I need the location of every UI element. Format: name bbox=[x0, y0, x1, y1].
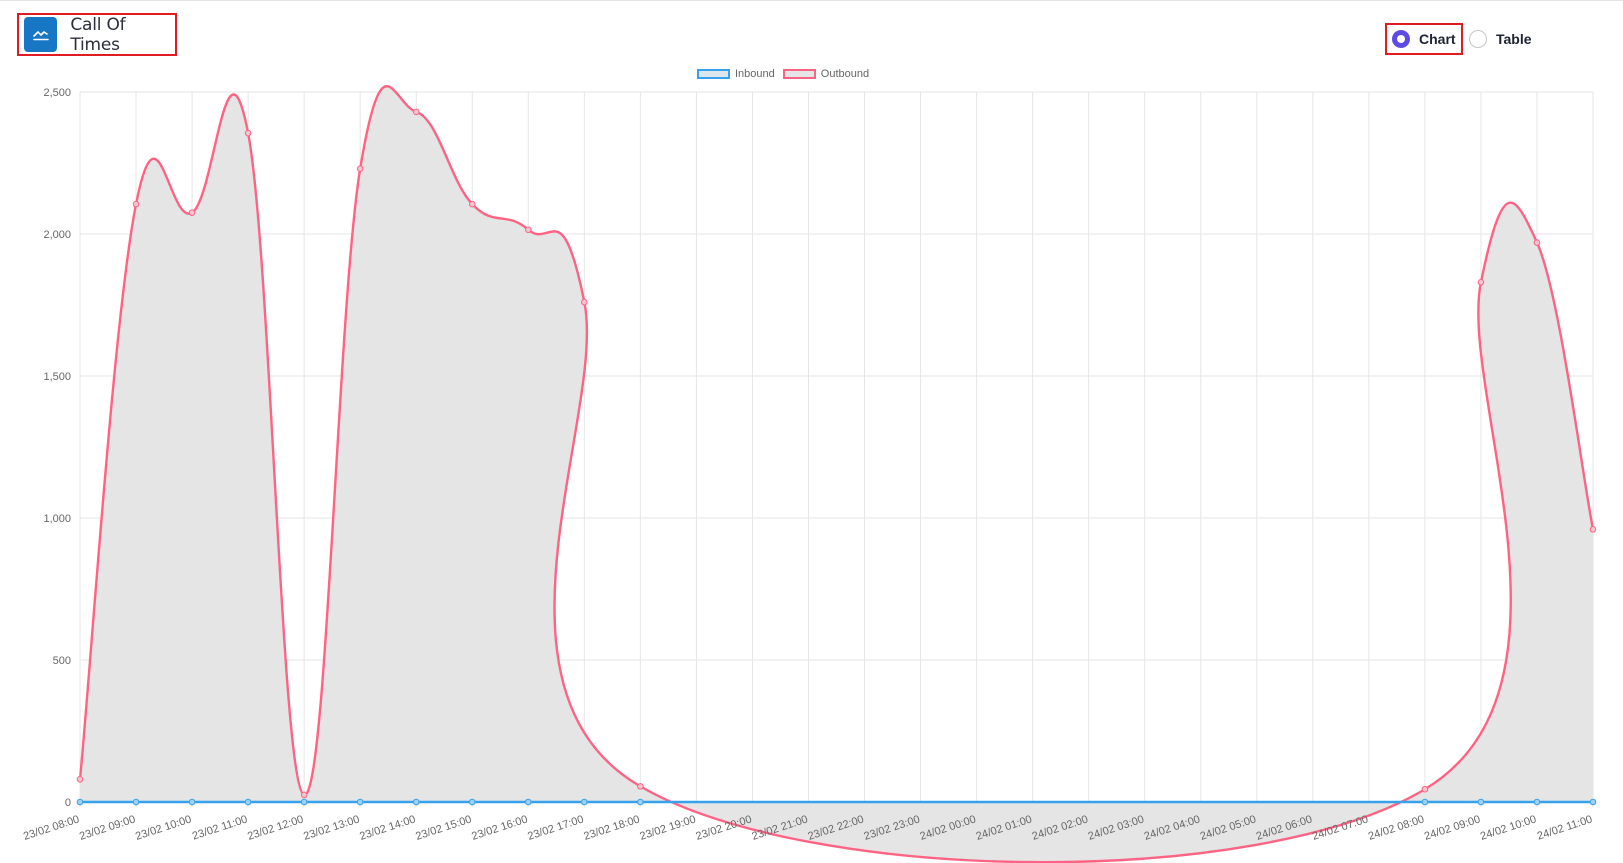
page-title: Call Of Times bbox=[70, 14, 126, 55]
data-point-outbound[interactable] bbox=[1589, 526, 1597, 533]
y-axis: 0 500 1,000 1,500 2,000 2,500 bbox=[43, 87, 71, 809]
data-point-outbound[interactable] bbox=[1533, 239, 1541, 246]
legend-label-inbound: Inbound bbox=[735, 68, 775, 80]
x-tick-label: 23/02 13:00 bbox=[302, 813, 361, 842]
data-point-outbound[interactable] bbox=[637, 783, 644, 790]
data-point-inbound[interactable] bbox=[300, 798, 308, 806]
data-point-inbound[interactable] bbox=[356, 798, 364, 806]
view-toggle: Chart Table bbox=[1385, 23, 1532, 55]
data-point-outbound[interactable] bbox=[188, 209, 196, 216]
y-tick-label: 1,500 bbox=[43, 371, 71, 383]
x-tick-label: 24/02 09:00 bbox=[1423, 813, 1482, 842]
legend-item-inbound[interactable]: Inbound bbox=[697, 68, 775, 80]
legend-swatch-outbound bbox=[782, 69, 816, 79]
data-point-inbound[interactable] bbox=[1589, 798, 1597, 806]
panel-header: Call Of Times bbox=[17, 13, 177, 56]
data-point-inbound[interactable] bbox=[524, 798, 532, 806]
data-point-outbound[interactable] bbox=[1421, 785, 1429, 793]
data-point-inbound[interactable] bbox=[76, 798, 84, 806]
x-tick-label: 24/02 11:00 bbox=[1536, 813, 1594, 842]
data-point-inbound[interactable] bbox=[1533, 798, 1541, 806]
x-tick-label: 23/02 17:00 bbox=[526, 813, 585, 842]
data-point-inbound[interactable] bbox=[581, 798, 588, 806]
grid bbox=[79, 91, 1594, 807]
line-chart-icon bbox=[24, 17, 58, 52]
data-point-outbound[interactable] bbox=[468, 200, 476, 208]
data-point-outbound[interactable] bbox=[76, 775, 84, 783]
y-tick-label: 500 bbox=[53, 655, 71, 667]
y-tick-label: 2,000 bbox=[43, 229, 71, 241]
legend-swatch-inbound bbox=[697, 69, 730, 79]
data-point-outbound[interactable] bbox=[1477, 278, 1485, 286]
y-tick-label: 0 bbox=[65, 797, 71, 809]
data-point-inbound[interactable] bbox=[1477, 798, 1485, 806]
series-line-outbound bbox=[78, 85, 1595, 863]
data-point-outbound[interactable] bbox=[244, 129, 252, 137]
data-point-outbound[interactable] bbox=[300, 791, 308, 799]
table-view-option[interactable]: Table bbox=[1469, 30, 1532, 48]
legend-item-outbound[interactable]: Outbound bbox=[782, 68, 870, 80]
chart-radio[interactable] bbox=[1392, 30, 1410, 48]
data-point-inbound[interactable] bbox=[188, 798, 196, 806]
data-point-outbound[interactable] bbox=[132, 200, 140, 208]
x-tick-label: 23/02 16:00 bbox=[470, 813, 529, 842]
x-tick-label: 24/02 08:00 bbox=[1367, 813, 1426, 842]
x-tick-label: 23/02 14:00 bbox=[358, 813, 417, 842]
x-tick-label: 23/02 09:00 bbox=[78, 813, 137, 842]
x-tick-label: 23/02 08:00 bbox=[22, 813, 81, 842]
chart-view-label: Chart bbox=[1419, 31, 1456, 47]
chart-legend: Inbound Outbound bbox=[697, 68, 877, 80]
x-tick-label: 24/02 10:00 bbox=[1479, 813, 1538, 842]
x-tick-label: 23/02 18:00 bbox=[582, 813, 641, 842]
area-layer bbox=[80, 86, 1593, 863]
series-area-outbound bbox=[80, 86, 1593, 863]
y-tick-label: 1,000 bbox=[43, 513, 71, 525]
x-tick-label: 23/02 15:00 bbox=[414, 813, 473, 842]
data-point-inbound[interactable] bbox=[1421, 798, 1429, 806]
data-point-inbound[interactable] bbox=[468, 798, 476, 806]
data-point-inbound[interactable] bbox=[412, 798, 420, 806]
line-layer bbox=[78, 85, 1595, 863]
table-radio[interactable] bbox=[1469, 30, 1487, 48]
legend-label-outbound: Outbound bbox=[820, 68, 870, 80]
data-point-inbound[interactable] bbox=[637, 798, 644, 806]
chart-view-option[interactable]: Chart bbox=[1385, 23, 1463, 55]
x-tick-label: 23/02 10:00 bbox=[134, 813, 193, 842]
data-point-outbound[interactable] bbox=[581, 298, 588, 306]
data-point-outbound[interactable] bbox=[524, 226, 532, 234]
table-view-label: Table bbox=[1496, 31, 1532, 47]
data-point-inbound[interactable] bbox=[132, 798, 140, 806]
x-tick-label: 23/02 19:00 bbox=[638, 813, 697, 842]
data-point-inbound[interactable] bbox=[244, 798, 252, 806]
x-tick-label: 23/02 11:00 bbox=[191, 813, 249, 842]
data-point-outbound[interactable] bbox=[412, 108, 420, 116]
point-layer bbox=[76, 108, 1597, 806]
y-tick-label: 2,500 bbox=[43, 87, 71, 99]
x-tick-label: 23/02 12:00 bbox=[246, 813, 305, 842]
data-point-outbound[interactable] bbox=[356, 165, 364, 172]
